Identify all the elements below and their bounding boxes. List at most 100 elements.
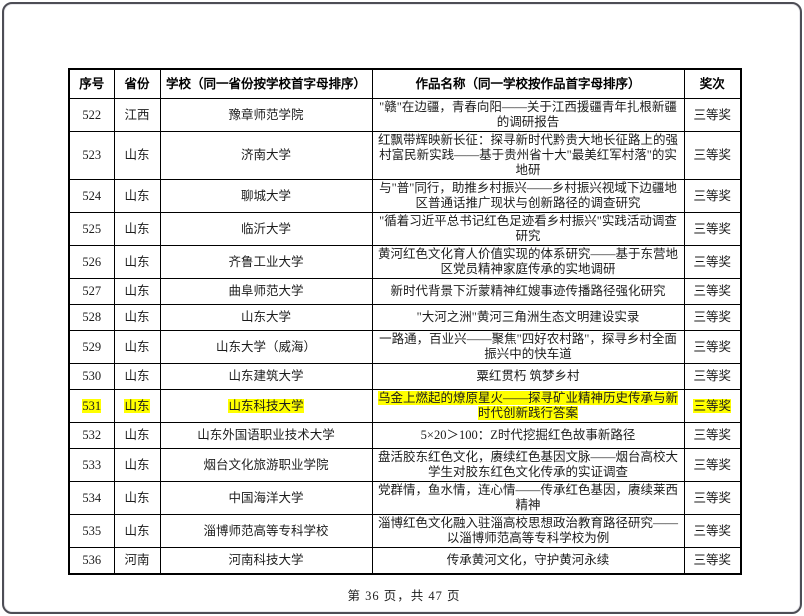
cell-text: 三等奖: [693, 523, 731, 538]
cell-school: 山东建筑大学: [159, 363, 373, 390]
header-award-level: 奖次: [683, 68, 742, 99]
cell-province: 山东: [113, 514, 161, 548]
cell-text: 山东: [124, 398, 150, 413]
cell-text: 534: [82, 490, 102, 505]
cell-text: 536: [82, 552, 102, 567]
cell-text: 聊城大学: [240, 188, 291, 203]
header-province: 省份: [113, 68, 161, 99]
cell-serial-number: 522: [68, 98, 115, 132]
cell-text: 532: [82, 428, 102, 442]
page-number-footer: 第 36 页，共 47 页: [347, 588, 461, 603]
cell-school: 聊城大学: [159, 179, 373, 213]
cell-text: 山东: [124, 188, 150, 203]
table-row: 528 山东 山东大学 "大河之洲"黄河三角洲生态文明建设实录 三等奖: [68, 304, 742, 331]
cell-work-title: 新时代背景下沂蒙精神红嫂事迹传播路径强化研究: [371, 278, 685, 305]
table-row: 522 江西 豫章师范学院 "赣"在边疆，青春向阳——关于江西援疆青年扎根新疆的调研报…: [68, 98, 742, 132]
cell-text: 三等奖: [693, 490, 731, 505]
cell-school: 豫章师范学院: [159, 98, 373, 132]
cell-text: "大河之洲"黄河三角洲生态文明建设实录: [416, 310, 640, 324]
cell-award-level: 三等奖: [683, 98, 742, 132]
cell-text: 山东: [124, 369, 150, 383]
cell-text: 535: [82, 523, 102, 538]
cell-work-title: 黄河红色文化育人价值实现的体系研究——基于东营地区党员精神家庭传承的实地调研: [371, 245, 685, 279]
cell-text: 粟红贯朽 筑梦乡村: [476, 369, 580, 383]
cell-award-level: 三等奖: [683, 131, 742, 180]
cell-text: 临沂大学: [240, 221, 291, 236]
cell-serial-number: 529: [68, 330, 115, 364]
cell-school: 山东科技大学: [159, 389, 373, 423]
cell-text: 山东: [124, 284, 150, 298]
cell-school: 山东大学: [159, 304, 373, 331]
cell-work-title: 红飘带辉映新长征：探寻新时代黔贵大地长征路上的强村富民新实践——基于贵州省十大"…: [371, 131, 685, 180]
cell-award-level: 三等奖: [683, 278, 742, 305]
cell-text: 淄博红色文化融入驻淄高校思想政治教育路径研究——以淄博师范高等专科学校为例: [377, 516, 678, 545]
header-text: 作品名称（同一学校按作品首字母排序）: [415, 76, 641, 91]
cell-text: 乌金上燃起的燎原星火——探寻矿业精神历史传承与新时代创新践行答案: [377, 391, 678, 420]
cell-text: 新时代背景下沂蒙精神红嫂事迹传播路径强化研究: [390, 284, 666, 298]
cell-province: 山东: [113, 330, 161, 364]
cell-text: 山东: [124, 254, 150, 269]
cell-province: 山东: [113, 245, 161, 279]
cell-work-title: 一路通，百业兴——聚焦"四好农村路"，探寻乡村全面振兴中的快车道: [371, 330, 685, 364]
cell-province: 山东: [113, 363, 161, 390]
cell-award-level: 三等奖: [683, 547, 742, 574]
header-text: 序号: [79, 76, 105, 91]
cell-text: 一路通，百业兴——聚焦"四好农村路"，探寻乡村全面振兴中的快车道: [379, 332, 677, 361]
cell-text: 山东: [124, 148, 150, 162]
table-row: 525 山东 临沂大学 "循着习近平总书记红色足迹看乡村振兴"实践活动调查研究 三等奖: [68, 212, 742, 246]
cell-text: 三等奖: [693, 284, 731, 298]
cell-text: 522: [82, 107, 102, 122]
cell-serial-number: 528: [68, 304, 115, 331]
cell-serial-number: 535: [68, 514, 115, 548]
cell-text: 524: [82, 188, 102, 203]
cell-text: 三等奖: [693, 339, 731, 354]
cell-serial-number: 530: [68, 363, 115, 390]
cell-work-title: 粟红贯朽 筑梦乡村: [371, 363, 685, 390]
cell-text: 济南大学: [240, 148, 291, 162]
cell-text: 山东科技大学: [228, 398, 304, 413]
cell-text: 528: [82, 310, 102, 324]
cell-text: 三等奖: [693, 428, 731, 442]
cell-award-level: 三等奖: [683, 481, 742, 515]
cell-text: 党群情，鱼水情，连心情——传承红色基因，赓续莱西精神: [377, 483, 678, 512]
cell-province: 山东: [113, 304, 161, 331]
cell-text: 中国海洋大学: [228, 490, 304, 505]
table-row: 536 河南 河南科技大学 传承黄河文化，守护黄河永续 三等奖: [68, 547, 742, 574]
cell-work-title: "大河之洲"黄河三角洲生态文明建设实录: [371, 304, 685, 331]
cell-work-title: 乌金上燃起的燎原星火——探寻矿业精神历史传承与新时代创新践行答案: [371, 389, 685, 423]
cell-text: 山东: [124, 457, 150, 472]
cell-text: 530: [82, 369, 102, 383]
header-serial-number: 序号: [68, 68, 115, 99]
cell-text: 江西: [124, 107, 150, 122]
cell-text: 山东大学（威海）: [215, 339, 316, 354]
cell-text: 山东: [124, 221, 150, 236]
cell-text: 三等奖: [693, 148, 731, 162]
cell-province: 山东: [113, 212, 161, 246]
cell-province: 江西: [113, 98, 161, 132]
table-row: 535 山东 淄博师范高等专科学校 淄博红色文化融入驻淄高校思想政治教育路径研究——以…: [68, 514, 742, 548]
cell-school: 烟台文化旅游职业学院: [159, 448, 373, 482]
cell-serial-number: 532: [68, 422, 115, 449]
cell-text: "循着习近平总书记红色足迹看乡村振兴"实践活动调查研究: [379, 214, 677, 243]
cell-work-title: 党群情，鱼水情，连心情——传承红色基因，赓续莱西精神: [371, 481, 685, 515]
document-page: 序号 省份 学校（同一省份按学校首字母排序） 作品名称（同一学校按作品首字母排序…: [68, 68, 742, 604]
cell-text: 山东: [124, 339, 150, 354]
cell-text: 曲阜师范大学: [228, 284, 304, 298]
cell-serial-number: 536: [68, 547, 115, 574]
cell-text: 531: [82, 398, 102, 413]
cell-text: 三等奖: [693, 188, 731, 203]
cell-serial-number: 527: [68, 278, 115, 305]
cell-province: 山东: [113, 448, 161, 482]
cell-text: 三等奖: [693, 221, 731, 236]
cell-text: 黄河红色文化育人价值实现的体系研究——基于东营地区党员精神家庭传承的实地调研: [377, 247, 678, 276]
header-school: 学校（同一省份按学校首字母排序）: [159, 68, 373, 99]
cell-award-level: 三等奖: [683, 212, 742, 246]
cell-award-level: 三等奖: [683, 422, 742, 449]
cell-province: 山东: [113, 179, 161, 213]
cell-work-title: 淄博红色文化融入驻淄高校思想政治教育路径研究——以淄博师范高等专科学校为例: [371, 514, 685, 548]
cell-school: 曲阜师范大学: [159, 278, 373, 305]
cell-text: 5×20＞100：Z时代挖掘红色故事新路径: [420, 428, 636, 442]
cell-text: 525: [82, 221, 102, 236]
cell-text: 山东: [124, 490, 150, 505]
cell-text: 山东: [124, 428, 150, 442]
